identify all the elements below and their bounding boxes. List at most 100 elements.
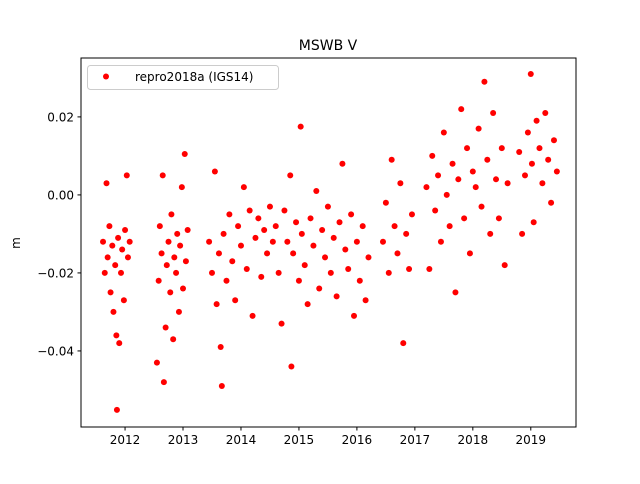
x-tick-label: 2017 bbox=[400, 433, 431, 447]
data-point bbox=[155, 277, 162, 284]
data-point bbox=[435, 172, 442, 179]
legend-box bbox=[87, 65, 279, 90]
data-point bbox=[122, 227, 129, 234]
data-point bbox=[159, 172, 166, 179]
data-point bbox=[348, 211, 355, 218]
x-tick-label: 2014 bbox=[226, 433, 257, 447]
data-point bbox=[213, 301, 220, 308]
data-point bbox=[168, 211, 175, 218]
data-point bbox=[278, 320, 285, 327]
axes-frame bbox=[80, 57, 577, 428]
data-point bbox=[423, 184, 430, 191]
data-point bbox=[113, 332, 120, 339]
data-point bbox=[235, 223, 242, 230]
data-point bbox=[246, 207, 253, 214]
data-point bbox=[539, 180, 546, 187]
data-point bbox=[548, 199, 555, 206]
data-point bbox=[449, 160, 456, 167]
data-point bbox=[498, 145, 505, 152]
data-point bbox=[382, 199, 389, 206]
data-point bbox=[287, 172, 294, 179]
data-point bbox=[379, 238, 386, 245]
data-point bbox=[261, 227, 268, 234]
data-point bbox=[388, 156, 395, 163]
data-point bbox=[464, 145, 471, 152]
x-tick-label: 2018 bbox=[458, 433, 489, 447]
data-point bbox=[322, 254, 329, 261]
data-point bbox=[530, 219, 537, 226]
data-point bbox=[362, 297, 369, 304]
data-point bbox=[223, 277, 230, 284]
data-point bbox=[356, 277, 363, 284]
data-point bbox=[437, 238, 444, 245]
y-tick-label: 0.02 bbox=[47, 110, 74, 124]
data-point bbox=[324, 203, 331, 210]
data-point bbox=[295, 277, 302, 284]
data-point bbox=[316, 285, 323, 292]
data-point bbox=[162, 324, 169, 331]
data-point bbox=[167, 289, 174, 296]
y-axis-label: m bbox=[9, 237, 23, 249]
data-point bbox=[109, 242, 116, 249]
data-point bbox=[218, 383, 225, 390]
data-point bbox=[182, 258, 189, 265]
data-point bbox=[113, 406, 120, 413]
data-point bbox=[175, 308, 182, 315]
data-point bbox=[333, 293, 340, 300]
data-point bbox=[275, 269, 282, 276]
data-point bbox=[527, 70, 534, 77]
data-point bbox=[458, 106, 465, 113]
data-point bbox=[446, 223, 453, 230]
data-point bbox=[252, 234, 259, 241]
data-point bbox=[112, 262, 119, 269]
x-tick-label: 2015 bbox=[284, 433, 315, 447]
data-point bbox=[304, 301, 311, 308]
data-point bbox=[342, 246, 349, 253]
data-point bbox=[284, 238, 291, 245]
data-point bbox=[336, 219, 343, 226]
data-point bbox=[487, 230, 494, 237]
data-point bbox=[153, 359, 160, 366]
data-point bbox=[391, 223, 398, 230]
data-point bbox=[240, 184, 247, 191]
data-point bbox=[553, 168, 560, 175]
data-point bbox=[117, 269, 124, 276]
data-point bbox=[255, 215, 262, 222]
data-point bbox=[119, 246, 126, 253]
data-point bbox=[440, 129, 447, 136]
data-point bbox=[452, 289, 459, 296]
data-point bbox=[432, 207, 439, 214]
data-points bbox=[100, 70, 560, 413]
data-point bbox=[495, 215, 502, 222]
axis-ticks: 2012 2013 2014 2015 2016 2017 2018 2019 0.02 0.00… bbox=[37, 110, 546, 447]
data-point bbox=[359, 223, 366, 230]
data-point bbox=[403, 230, 410, 237]
data-point bbox=[229, 258, 236, 265]
data-point bbox=[243, 266, 250, 273]
legend-label: repro2018a (IGS14) bbox=[135, 70, 253, 84]
data-point bbox=[484, 156, 491, 163]
data-point bbox=[501, 262, 508, 269]
data-point bbox=[339, 160, 346, 167]
data-point bbox=[550, 137, 557, 144]
data-point bbox=[297, 123, 304, 130]
data-point bbox=[124, 254, 131, 261]
y-tick-label: −0.02 bbox=[37, 266, 74, 280]
data-point bbox=[217, 344, 224, 351]
data-point bbox=[397, 180, 404, 187]
data-point bbox=[472, 184, 479, 191]
data-point bbox=[206, 238, 213, 245]
data-point bbox=[493, 176, 500, 183]
data-point bbox=[319, 227, 326, 234]
data-point bbox=[524, 129, 531, 136]
data-point bbox=[301, 262, 308, 269]
data-point bbox=[443, 191, 450, 198]
data-point bbox=[521, 172, 528, 179]
data-point bbox=[173, 269, 180, 276]
data-point bbox=[237, 242, 244, 249]
data-point bbox=[426, 266, 433, 273]
data-point bbox=[120, 297, 127, 304]
data-point bbox=[351, 312, 358, 319]
data-point bbox=[536, 145, 543, 152]
data-point bbox=[330, 234, 337, 241]
